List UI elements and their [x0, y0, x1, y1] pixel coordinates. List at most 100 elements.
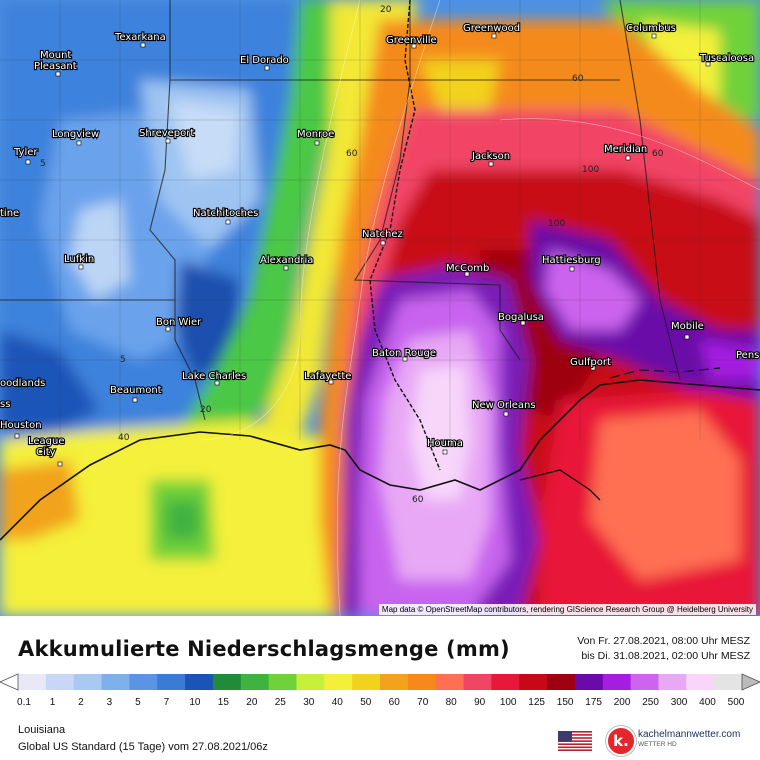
svg-text:New Orleans: New Orleans: [472, 400, 536, 411]
svg-text:Gulfport: Gulfport: [570, 357, 611, 368]
city-greenwood[interactable]: Greenwood: [462, 22, 521, 39]
color-scale-tick-label: 300: [670, 697, 688, 708]
color-scale-tick-label: 500: [727, 697, 745, 708]
color-scale-cell: [714, 674, 743, 690]
city-gulfport[interactable]: Gulfport: [569, 356, 612, 371]
city-natchez[interactable]: Natchez: [361, 228, 404, 246]
kachelmannwetter-logo[interactable]: k. kachelmannwetter.com WETTER HD: [606, 726, 756, 756]
color-scale-cell: [602, 674, 632, 690]
color-scale-cell: [268, 674, 297, 690]
svg-text:Greenwood: Greenwood: [463, 23, 520, 34]
city-houma[interactable]: Houma: [426, 437, 464, 455]
color-scale-cell: [73, 674, 103, 690]
scale-left-arrow-icon: [0, 673, 19, 691]
contour-labels: 20 60 60 100 5 5 20 40 60 100 60: [40, 5, 664, 505]
svg-text:Houma: Houma: [427, 438, 463, 449]
svg-text:Pens: Pens: [736, 350, 759, 361]
color-scale-tick-label: 80: [445, 697, 457, 708]
color-scale-tick-label: 10: [189, 697, 201, 708]
city-jackson[interactable]: Jackson: [470, 150, 511, 167]
svg-text:Monroe: Monroe: [297, 129, 334, 140]
color-scale-tick-label: 90: [474, 697, 486, 708]
city-longview[interactable]: Longview: [51, 128, 100, 146]
contour-label: 100: [582, 165, 599, 175]
svg-text:ss: ss: [0, 399, 10, 410]
color-scale-tick-label: 7: [163, 697, 170, 708]
us-flag-icon[interactable]: [558, 731, 592, 751]
color-scale-cell: [380, 674, 409, 690]
svg-text:Texarkana: Texarkana: [114, 32, 166, 43]
color-scale-tick-label: 5: [135, 697, 141, 708]
city-lafayette[interactable]: Lafayette: [303, 370, 353, 385]
color-scale-cell: [658, 674, 687, 690]
city-tuscaloosa[interactable]: Tuscaloosa: [698, 52, 755, 67]
svg-text:Meridian: Meridian: [604, 144, 647, 155]
city-mobile[interactable]: Mobile: [670, 320, 705, 340]
svg-text:Longview: Longview: [52, 129, 99, 140]
color-scale-cell: [519, 674, 548, 690]
city-mccomb[interactable]: McComb: [445, 262, 490, 277]
city-tyler[interactable]: Tyler: [12, 146, 39, 165]
city-alexandria[interactable]: Alexandria: [259, 254, 314, 271]
city-baton-rouge[interactable]: Baton Rouge: [371, 347, 437, 362]
city-shreveport[interactable]: Shreveport: [138, 127, 195, 144]
svg-text:tine: tine: [0, 208, 19, 219]
logo-text: kachelmannwetter.com: [638, 729, 741, 740]
contour-label: 60: [652, 149, 664, 159]
color-scale-tick-label: 2: [78, 697, 84, 708]
color-scale-tick-label: 200: [613, 697, 631, 708]
svg-text:Lafayette: Lafayette: [304, 371, 351, 382]
city-pens[interactable]: Pens: [735, 349, 760, 362]
color-scale-tick-label: 50: [360, 697, 372, 708]
color-scale-cell: [435, 674, 465, 690]
color-scale-tick-label: 250: [642, 697, 659, 708]
contour-label: 60: [346, 149, 358, 159]
color-scale-cell: [129, 674, 158, 690]
svg-text:City: City: [36, 447, 56, 458]
svg-text:Houston: Houston: [0, 420, 42, 431]
color-scale-cell: [407, 674, 437, 690]
river: [369, 0, 441, 471]
color-scale-tick-label: 60: [388, 697, 400, 708]
color-scale-tick-label: 400: [699, 697, 716, 708]
city-texarkana[interactable]: Texarkana: [113, 31, 167, 48]
city-meridian[interactable]: Meridian: [603, 143, 648, 161]
city-lake-charles[interactable]: Lake Charles: [181, 370, 247, 386]
city-new-orleans[interactable]: New Orleans: [471, 399, 537, 417]
city-greenville[interactable]: Greenville: [385, 34, 438, 49]
contour-label: 5: [40, 159, 46, 169]
city-bogalusa[interactable]: Bogalusa: [497, 311, 545, 326]
color-scale-tick-label: 15: [217, 697, 229, 708]
svg-text:Natchitoches: Natchitoches: [193, 208, 258, 219]
city-bon-wier[interactable]: Bon Wier: [155, 316, 203, 332]
color-scale-cell: [212, 674, 242, 690]
map-attribution[interactable]: Map data © OpenStreetMap contributors, r…: [378, 604, 756, 615]
city-natchitoches[interactable]: Natchitoches: [192, 207, 259, 225]
city-beaumont[interactable]: Beaumont: [109, 384, 163, 403]
svg-text:Alexandria: Alexandria: [260, 255, 313, 266]
color-scale-cell: [686, 674, 715, 690]
city-el-dorado[interactable]: El Dorado: [239, 54, 290, 71]
city-houston[interactable]: Houston: [0, 419, 43, 439]
city-tine[interactable]: tine: [0, 207, 20, 220]
city-columbus[interactable]: Columbus: [625, 22, 677, 39]
svg-text:Baton Rouge: Baton Rouge: [372, 348, 436, 359]
period-text: Von Fr. 27.08.2021, 08:00 Uhr MESZ bis D…: [577, 634, 750, 664]
city-woodlands[interactable]: oodlands ss: [0, 377, 46, 411]
city-lufkin[interactable]: Lufkin: [63, 253, 95, 270]
svg-text:Natchez: Natchez: [362, 229, 403, 240]
svg-text:Jackson: Jackson: [471, 151, 510, 162]
city-monroe[interactable]: Monroe: [296, 128, 335, 146]
color-scale-cell: [101, 674, 130, 690]
city-hattiesburg[interactable]: Hattiesburg: [541, 254, 602, 272]
color-scale-tick-label: 3: [106, 697, 113, 708]
color-scale-tick-label: 20: [246, 697, 258, 708]
svg-text:Pleasant: Pleasant: [34, 61, 77, 72]
period-to: bis Di. 31.08.2021, 02:00 Uhr MESZ: [581, 650, 750, 662]
contour-label: 20: [380, 5, 392, 15]
contour-label: 20: [200, 405, 212, 415]
model-label: Global US Standard (15 Tage) vom 27.08.2…: [18, 741, 268, 753]
